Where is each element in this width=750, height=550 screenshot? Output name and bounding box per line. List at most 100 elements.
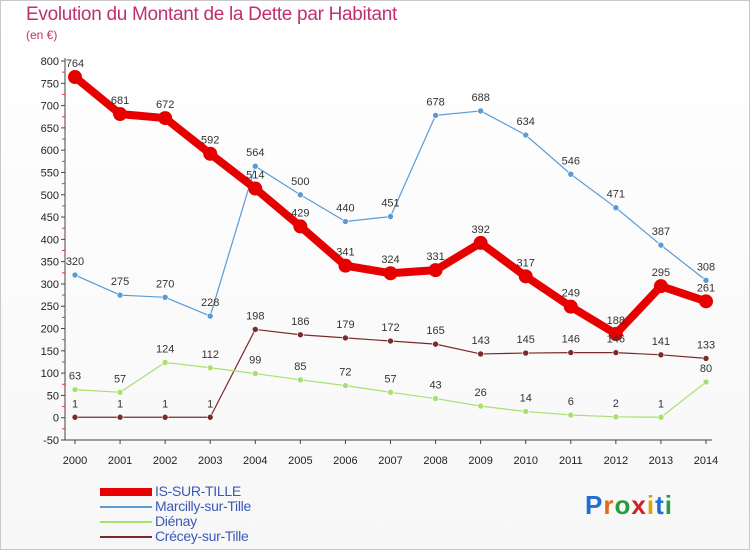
x-tick-label: 2004: [243, 455, 267, 467]
data-point: [71, 386, 79, 393]
data-point: [612, 204, 620, 211]
x-tick-label: 2011: [559, 455, 583, 467]
data-label: 14: [520, 392, 532, 404]
data-point: [522, 131, 530, 139]
data-label: 451: [381, 198, 399, 210]
data-label: 295: [652, 267, 670, 279]
data-point: [206, 413, 214, 421]
data-point: [702, 277, 710, 284]
data-point: [477, 402, 484, 410]
data-point: [608, 326, 623, 341]
data-label: 331: [426, 251, 444, 263]
data-point: [68, 70, 82, 85]
data-label: 678: [426, 96, 444, 108]
x-tick-label: 2014: [694, 455, 718, 467]
y-tick-label: 50: [47, 390, 59, 402]
data-point: [473, 235, 488, 250]
x-tick-label: 2005: [288, 455, 312, 467]
data-label: 85: [294, 361, 306, 373]
data-label: 429: [291, 207, 309, 219]
data-point: [518, 269, 533, 284]
data-point: [161, 413, 169, 421]
x-tick-label: 2006: [333, 455, 357, 467]
data-label: 681: [111, 95, 129, 107]
data-point: [387, 388, 394, 396]
logo-letter: i: [646, 490, 656, 520]
data-point: [428, 263, 443, 278]
legend-swatch: [100, 506, 152, 508]
data-label: 1: [72, 398, 78, 410]
data-label: 275: [111, 276, 129, 288]
data-point: [383, 266, 398, 281]
data-label: 80: [700, 363, 712, 375]
data-point: [567, 411, 575, 419]
legend-label: IS-SUR-TILLE: [155, 483, 241, 499]
data-point: [477, 350, 484, 358]
chart-unit: (en €): [26, 28, 58, 42]
data-point: [657, 351, 665, 359]
data-label: 124: [156, 343, 174, 355]
data-point: [203, 146, 218, 161]
data-point: [251, 162, 259, 170]
data-label: 634: [517, 116, 535, 128]
data-point: [297, 191, 304, 199]
data-label: 341: [336, 247, 354, 259]
proxiti-logo: Proxiti: [585, 490, 673, 521]
data-label: 387: [652, 226, 670, 238]
logo-letter: P: [585, 490, 604, 520]
chart-title: Evolution du Montant de la Dette par Hab…: [26, 4, 397, 25]
data-label: 688: [471, 92, 489, 104]
data-label: 57: [114, 373, 126, 385]
data-point: [71, 413, 79, 421]
y-tick-label: 500: [41, 190, 59, 202]
data-point: [161, 294, 169, 301]
data-point: [657, 413, 665, 421]
y-tick-label: 450: [41, 212, 59, 224]
data-label: 672: [156, 99, 174, 111]
x-tick-label: 2013: [649, 455, 673, 467]
legend-label: Crécey-sur-Tille: [155, 528, 249, 544]
data-label: 172: [381, 322, 399, 334]
data-label: 471: [607, 189, 625, 201]
data-point: [116, 291, 124, 299]
y-tick-label: 650: [41, 123, 59, 135]
data-label: 188: [607, 315, 625, 327]
data-label: 143: [471, 335, 489, 347]
data-label: 2: [613, 398, 619, 410]
data-label: 198: [246, 310, 264, 322]
legend-label: Marcilly-sur-Tille: [155, 498, 251, 514]
x-tick-label: 2007: [378, 455, 402, 467]
data-label: 261: [697, 282, 715, 294]
data-point: [116, 388, 124, 396]
data-point: [567, 349, 575, 356]
legend-swatch: [100, 488, 152, 496]
y-tick-label: 350: [41, 257, 59, 269]
data-point: [432, 340, 439, 348]
logo-letter: o: [614, 490, 632, 520]
data-label: 564: [246, 147, 264, 159]
y-tick-label: -50: [43, 435, 59, 447]
x-tick-label: 2012: [604, 455, 628, 467]
data-label: 270: [156, 278, 174, 290]
data-label: 186: [291, 316, 309, 328]
data-label: 764: [66, 58, 84, 70]
data-label: 99: [249, 355, 261, 367]
logo-letter: x: [631, 490, 647, 520]
data-label: 249: [562, 288, 580, 300]
logo-letter: r: [603, 490, 615, 520]
data-label: 26: [475, 387, 487, 399]
data-point: [206, 312, 214, 320]
data-label: 592: [201, 135, 219, 147]
data-point: [113, 107, 128, 122]
data-label: 1: [117, 398, 123, 410]
data-point: [71, 271, 79, 279]
y-tick-label: 550: [41, 167, 59, 179]
data-label: 165: [426, 325, 444, 337]
data-point: [432, 395, 439, 402]
logo-letter: t: [655, 490, 665, 520]
data-point: [563, 299, 578, 314]
data-label: 146: [562, 334, 580, 346]
y-tick-label: 400: [41, 234, 59, 246]
data-point: [387, 337, 394, 345]
